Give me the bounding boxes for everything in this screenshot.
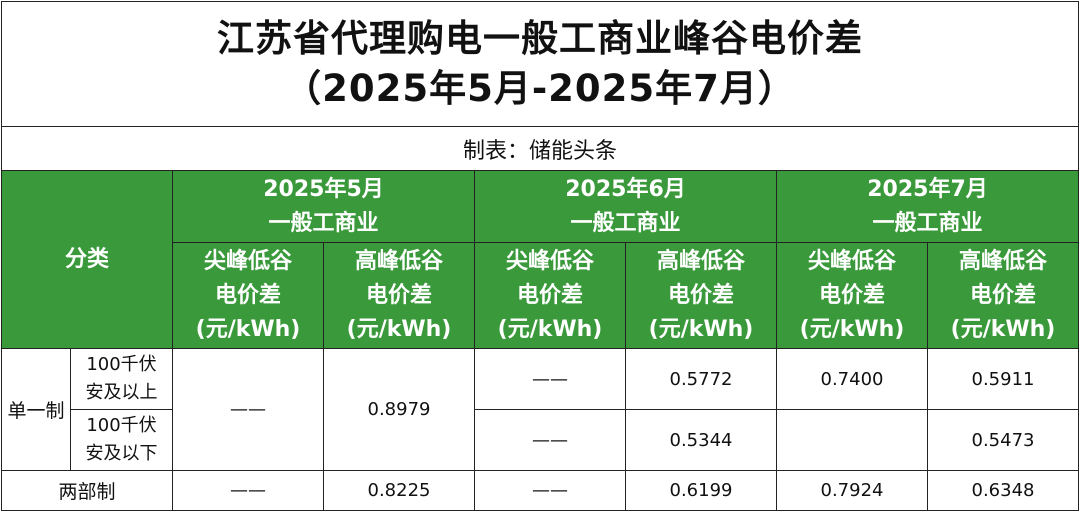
cell-jun-high-above: 0.5772 bbox=[625, 348, 777, 410]
col-header-high-jun: 高峰低谷 电价差 (元/kWh) bbox=[625, 242, 777, 349]
col-header-line: 高峰低谷 bbox=[958, 248, 1047, 274]
table-row: 单一制 100千伏 安及以上 —— 0.8979 —— 0.5772 0.740… bbox=[1, 348, 1079, 471]
month-header-may: 2025年5月 一般工商业 bbox=[172, 170, 475, 243]
cell-jul-peak-single: 0.7400 bbox=[776, 348, 928, 410]
col-header-line: 电价差 bbox=[667, 282, 734, 308]
title-line-1: 江苏省代理购电一般工商业峰谷电价差 bbox=[217, 17, 863, 60]
col-header-line: 尖峰低谷 bbox=[807, 248, 896, 274]
col-header-high-may: 高峰低谷 电价差 (元/kWh) bbox=[323, 242, 475, 349]
month-type-label: 一般工商业 bbox=[872, 210, 983, 236]
cell-may-peak-single: —— bbox=[172, 348, 324, 471]
col-header-line: 高峰低谷 bbox=[656, 248, 745, 274]
month-header-jul: 2025年7月 一般工商业 bbox=[776, 170, 1079, 243]
sub-category-below: 100千伏 安及以下 bbox=[70, 409, 173, 471]
sub-category-line: 安及以上 bbox=[85, 382, 158, 403]
col-header-line: 尖峰低谷 bbox=[203, 248, 292, 274]
col-header-line: 尖峰低谷 bbox=[505, 248, 594, 274]
col-header-peak-may: 尖峰低谷 电价差 (元/kWh) bbox=[172, 242, 324, 349]
cell-jul-peak-two: 0.7924 bbox=[776, 470, 928, 511]
col-header-unit: (元/kWh) bbox=[648, 316, 754, 342]
col-header-line: 电价差 bbox=[516, 282, 583, 308]
col-header-peak-jun: 尖峰低谷 电价差 (元/kWh) bbox=[474, 242, 626, 349]
col-header-line: 高峰低谷 bbox=[354, 248, 443, 274]
col-header-high-jul: 高峰低谷 电价差 (元/kWh) bbox=[927, 242, 1079, 349]
month-label: 2025年6月 bbox=[565, 176, 686, 202]
cell-jul-high-above: 0.5911 bbox=[927, 348, 1079, 410]
sub-category-line: 安及以下 bbox=[85, 443, 158, 464]
cell-jun-high-below: 0.5344 bbox=[625, 409, 777, 471]
cell-may-high-single: 0.8979 bbox=[323, 348, 475, 471]
cell-may-high-two: 0.8225 bbox=[323, 470, 475, 511]
sub-category-above: 100千伏 安及以上 bbox=[70, 348, 173, 410]
month-label: 2025年7月 bbox=[867, 176, 988, 202]
cell-jun-peak-two: —— bbox=[474, 470, 626, 511]
two-part-tariff-label: 两部制 bbox=[1, 470, 173, 511]
col-header-unit: (元/kWh) bbox=[799, 316, 905, 342]
month-type-label: 一般工商业 bbox=[268, 210, 379, 236]
title-line-2: （2025年5月-2025年7月） bbox=[284, 67, 796, 110]
cell-may-peak-two: —— bbox=[172, 470, 324, 511]
col-header-line: 电价差 bbox=[969, 282, 1036, 308]
col-header-line: 电价差 bbox=[365, 282, 432, 308]
table-title: 江苏省代理购电一般工商业峰谷电价差 （2025年5月-2025年7月） bbox=[1, 1, 1079, 127]
cell-jul-high-below: 0.5473 bbox=[927, 409, 1079, 471]
col-header-unit: (元/kWh) bbox=[195, 316, 301, 342]
month-label: 2025年5月 bbox=[263, 176, 384, 202]
cell-jun-peak-below: —— bbox=[474, 409, 626, 471]
table-row: 100千伏 安及以下 —— 0.5344 0.5473 bbox=[2, 409, 1079, 471]
single-tariff-label: 单一制 bbox=[1, 348, 71, 471]
table-row: 两部制 —— 0.8225 —— 0.6199 0.7924 0.6348 bbox=[1, 470, 1079, 511]
category-header: 分类 bbox=[1, 170, 173, 349]
col-header-unit: (元/kWh) bbox=[346, 316, 452, 342]
cell-jun-high-two: 0.6199 bbox=[625, 470, 777, 511]
col-header-line: 电价差 bbox=[214, 282, 281, 308]
month-type-label: 一般工商业 bbox=[570, 210, 681, 236]
sub-category-line: 100千伏 bbox=[86, 354, 157, 375]
cell-jun-peak-above: —— bbox=[474, 348, 626, 410]
sub-category-line: 100千伏 bbox=[86, 415, 157, 436]
col-header-line: 电价差 bbox=[818, 282, 885, 308]
cell-jul-high-two: 0.6348 bbox=[927, 470, 1079, 511]
col-header-unit: (元/kWh) bbox=[497, 316, 603, 342]
col-header-peak-jul: 尖峰低谷 电价差 (元/kWh) bbox=[776, 242, 928, 349]
maker-credit: 制表：储能头条 bbox=[1, 126, 1079, 171]
cell-jul-peak-below bbox=[776, 409, 928, 471]
col-header-unit: (元/kWh) bbox=[950, 316, 1056, 342]
month-header-jun: 2025年6月 一般工商业 bbox=[474, 170, 777, 243]
